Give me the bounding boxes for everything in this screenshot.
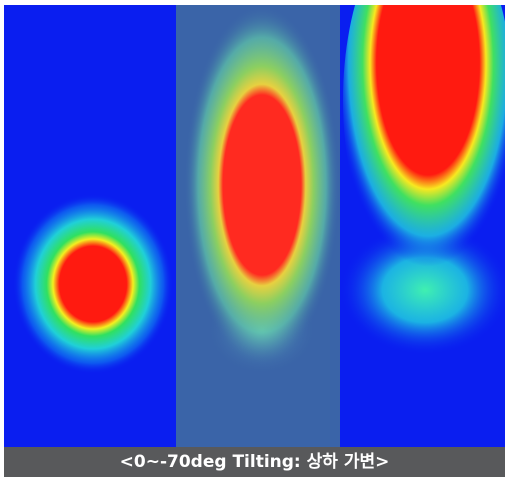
panel-right [340, 5, 505, 447]
panel-middle [176, 5, 340, 447]
caption: <0~-70deg Tilting: 상하 가변> [4, 447, 505, 477]
panel-left [4, 5, 176, 447]
beam-patterns [4, 5, 505, 447]
